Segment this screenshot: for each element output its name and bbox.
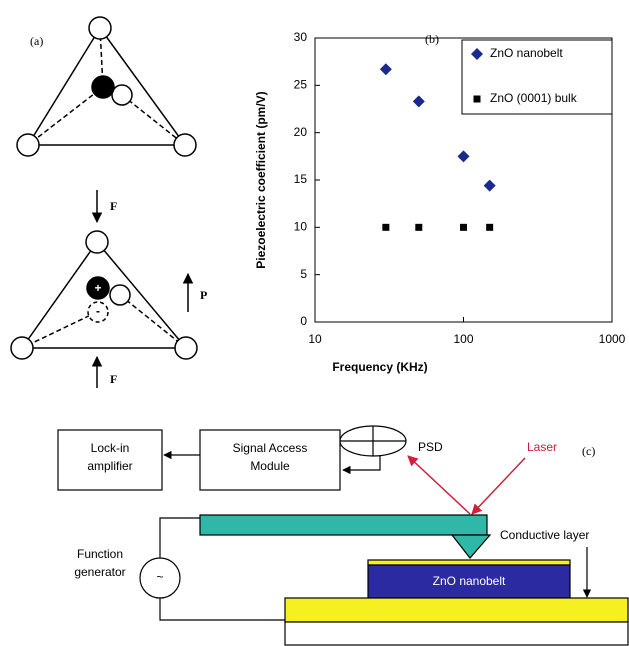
lockin-label: Lock-in bbox=[91, 441, 130, 455]
y-tick-label: 30 bbox=[294, 30, 308, 44]
point bbox=[458, 150, 470, 162]
x-tick-label: 100 bbox=[453, 332, 473, 346]
x-tick-label: 10 bbox=[308, 332, 322, 346]
legend-marker bbox=[474, 96, 481, 103]
x-tick-label: 1000 bbox=[599, 332, 626, 346]
y-tick-label: 0 bbox=[300, 314, 307, 328]
diagram-c: Lock-in amplifier Signal Access Module P… bbox=[58, 426, 628, 645]
diagram-a: (a) F + - P F bbox=[11, 17, 207, 388]
laser-label: Laser bbox=[527, 440, 557, 454]
legend-label: ZnO nanobelt bbox=[490, 46, 563, 60]
point bbox=[380, 63, 392, 75]
point bbox=[415, 224, 422, 231]
lockin-label: amplifier bbox=[87, 459, 132, 473]
y-tick-label: 10 bbox=[294, 220, 308, 234]
chart-b: Piezoelectric coefficient (pm/V) Frequen… bbox=[254, 30, 625, 374]
generator-symbol: ~ bbox=[156, 570, 163, 584]
plus-sign: + bbox=[94, 281, 101, 295]
point bbox=[382, 224, 389, 231]
figure: (a) F + - P F Piezoelectric coefficient … bbox=[0, 0, 629, 646]
sam-label: Signal Access bbox=[233, 441, 308, 455]
force-label: F bbox=[110, 372, 117, 386]
generator-label: Function bbox=[77, 547, 123, 561]
conductive-layer-label: Conductive layer bbox=[500, 528, 589, 542]
panel-label: (b) bbox=[425, 32, 439, 46]
y-tick-label: 20 bbox=[294, 125, 308, 139]
point bbox=[486, 224, 493, 231]
legend-label: ZnO (0001) bulk bbox=[490, 91, 578, 105]
x-axis-label: Frequency (KHz) bbox=[332, 360, 427, 374]
psd-label: PSD bbox=[418, 440, 443, 454]
y-axis-label: Piezoelectric coefficient (pm/V) bbox=[254, 91, 268, 268]
y-tick-label: 5 bbox=[300, 267, 307, 281]
force-label: F bbox=[110, 199, 117, 213]
minus-sign: - bbox=[96, 304, 100, 318]
y-tick-label: 25 bbox=[294, 78, 308, 92]
polarization-label: P bbox=[200, 288, 207, 302]
generator-label: generator bbox=[74, 565, 125, 579]
point bbox=[484, 180, 496, 192]
sam-label: Module bbox=[250, 459, 290, 473]
panel-label: (c) bbox=[582, 444, 595, 458]
point bbox=[460, 224, 467, 231]
point bbox=[413, 95, 425, 107]
panel-label: (a) bbox=[30, 34, 43, 48]
nanobelt-label: ZnO nanobelt bbox=[433, 574, 506, 588]
y-tick-label: 15 bbox=[294, 172, 308, 186]
